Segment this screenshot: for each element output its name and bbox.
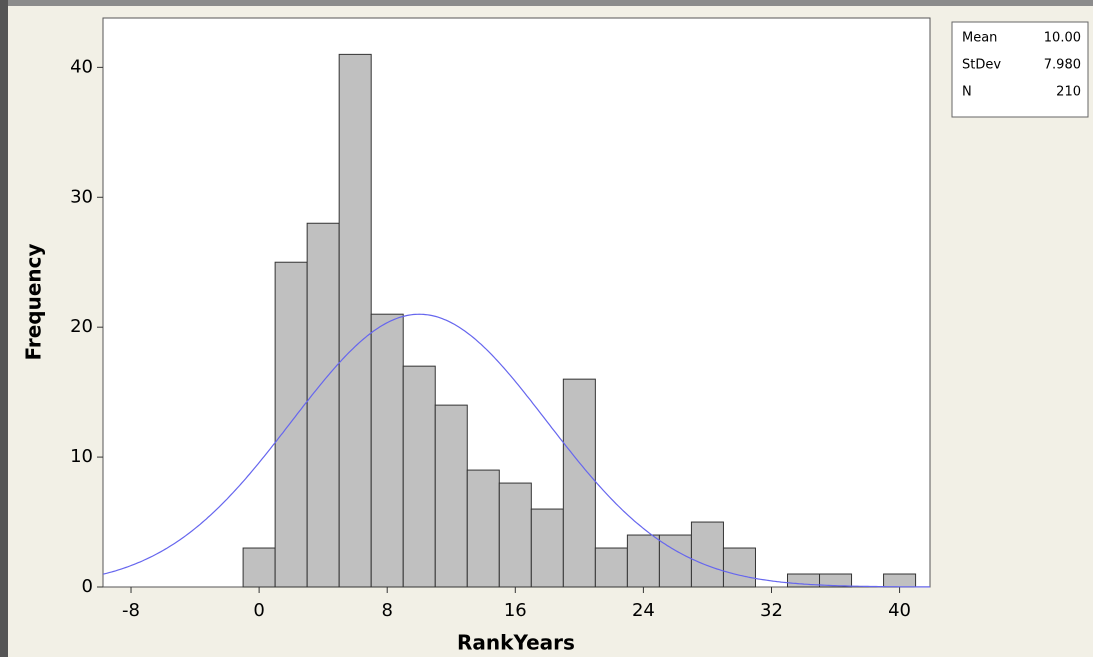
- normal-fit-curve: [102, 313, 930, 588]
- y-tick-label: 40: [70, 56, 93, 77]
- bar: [306, 222, 340, 588]
- y-tick-label: 30: [70, 186, 93, 207]
- bar: [819, 573, 853, 588]
- x-axis-label: RankYears: [457, 631, 575, 655]
- bar: [530, 508, 564, 588]
- bar: [883, 573, 917, 588]
- window-edge: [0, 0, 1093, 6]
- bar: [498, 482, 532, 588]
- x-tick-label: 16: [504, 600, 527, 621]
- bar: [434, 404, 468, 588]
- bar: [658, 534, 692, 588]
- x-tick-label: 32: [760, 600, 783, 621]
- stat-value: 10.00: [1044, 31, 1081, 46]
- bar: [594, 547, 628, 588]
- y-axis-label: Frequency: [22, 243, 46, 360]
- bar: [722, 547, 756, 588]
- bar: [338, 53, 372, 588]
- y-tick-label: 20: [70, 316, 93, 337]
- x-tick-label: 0: [253, 600, 264, 621]
- x-tick-label: 40: [888, 600, 911, 621]
- bar: [242, 547, 276, 588]
- x-tick-label: 8: [381, 600, 392, 621]
- bar: [274, 261, 308, 588]
- bar: [626, 534, 660, 588]
- window-edge: [0, 0, 8, 657]
- bar: [562, 378, 596, 588]
- stat-value: 210: [1056, 85, 1081, 100]
- stats-box: [951, 21, 1089, 118]
- bar: [466, 469, 500, 588]
- x-tick-label: 24: [632, 600, 655, 621]
- bar: [690, 521, 724, 588]
- bar: [402, 365, 436, 588]
- y-tick-label: 0: [82, 576, 93, 597]
- stat-value: 7.980: [1044, 58, 1081, 73]
- bar: [370, 313, 404, 588]
- stat-name: N: [962, 85, 972, 100]
- stat-name: StDev: [962, 58, 1001, 73]
- x-tick-label: -8: [122, 600, 140, 621]
- y-tick-label: 10: [70, 446, 93, 467]
- stat-name: Mean: [962, 31, 997, 46]
